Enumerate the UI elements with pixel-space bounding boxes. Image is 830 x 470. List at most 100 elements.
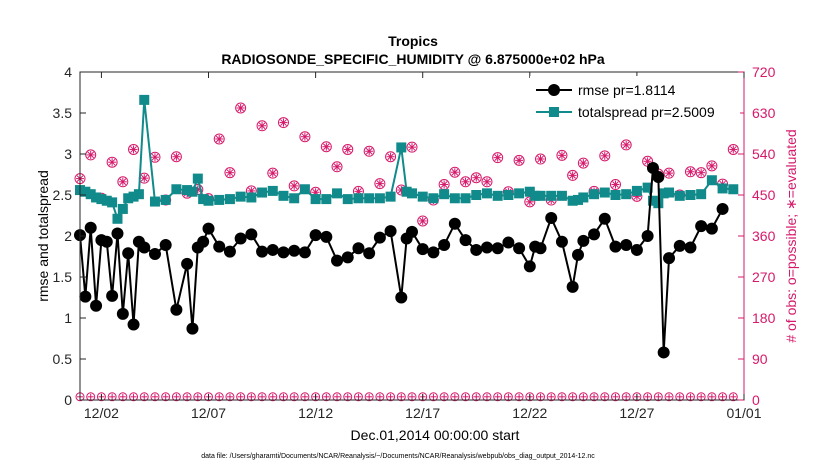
- spread-point: [224, 194, 235, 205]
- obs-possible-point: [695, 167, 707, 179]
- y-tick-label: 1.5: [53, 269, 73, 285]
- obs-evaluated-point: [279, 118, 288, 127]
- spread-point: [514, 188, 525, 199]
- obs-possible-point: [492, 152, 504, 164]
- rmse-point: [572, 248, 584, 261]
- spread-point: [589, 189, 600, 200]
- obs-baseline-evaluated: [162, 393, 169, 400]
- obs-baseline-point: [718, 392, 728, 402]
- obs-evaluated-point: [108, 158, 117, 167]
- obs-baseline-evaluated: [505, 393, 512, 400]
- spread-point: [428, 193, 439, 204]
- obs-evaluated-stroke: [612, 181, 619, 188]
- obs-baseline-point: [300, 392, 310, 402]
- spread-point: [706, 175, 717, 186]
- rmse-point: [646, 161, 659, 174]
- spread-point: [246, 192, 257, 203]
- obs-evaluated-stroke: [301, 133, 309, 141]
- obs-possible-point: [599, 150, 611, 162]
- y-right-tick-label: 90: [752, 351, 768, 367]
- obs-possible-point: [513, 154, 525, 166]
- obs-evaluated-stroke: [729, 146, 737, 153]
- spread-point: [599, 187, 610, 198]
- rmse-point: [245, 228, 258, 241]
- y-tick-label: 0.5: [53, 351, 73, 367]
- rmse-point: [363, 247, 376, 260]
- obs-baseline-evaluated: [280, 393, 287, 400]
- y-right-tick-label: 450: [752, 187, 776, 203]
- spread-point: [203, 195, 214, 206]
- rmse-point: [122, 247, 135, 260]
- legend: rmse pr=1.8114 totalspread pr=2.5009: [530, 76, 740, 124]
- rmse-point: [513, 242, 526, 255]
- obs-baseline-evaluated: [430, 393, 437, 400]
- spread-point: [546, 190, 557, 201]
- rmse-point: [566, 280, 579, 293]
- rmse-point: [288, 244, 301, 257]
- obs-evaluated-stroke: [462, 178, 469, 186]
- legend-rmse-marker: [548, 84, 560, 96]
- obs-baseline-point: [107, 392, 117, 402]
- obs-baseline-point: [161, 392, 171, 402]
- obs-baseline-evaluated: [601, 393, 608, 400]
- obs-baseline-point: [353, 392, 363, 402]
- rmse-point: [79, 290, 92, 303]
- obs-baseline-point: [450, 392, 460, 402]
- obs-evaluated-stroke: [622, 141, 630, 149]
- spread-point: [289, 193, 300, 204]
- obs-baseline-point: [610, 392, 620, 402]
- obs-baseline-evaluated: [441, 393, 448, 400]
- obs-evaluated-point: [333, 162, 342, 171]
- obs-possible-point: [331, 161, 343, 173]
- obs-baseline-evaluated: [462, 393, 469, 400]
- spread-point: [310, 194, 321, 205]
- obs-baseline-point: [171, 392, 181, 402]
- rmse-point: [657, 346, 670, 359]
- rmse-point: [416, 243, 429, 256]
- obs-baseline-point: [139, 392, 149, 402]
- x-tick-label: 12/22: [512, 405, 547, 421]
- obs-baseline-point: [86, 392, 96, 402]
- rmse-point: [277, 246, 290, 259]
- obs-evaluated-stroke: [569, 172, 576, 179]
- obs-baseline-evaluated: [184, 393, 191, 400]
- rmse-point: [609, 240, 622, 253]
- rmse-point: [234, 232, 247, 245]
- obs-baseline-point: [675, 392, 685, 402]
- obs-evaluated-stroke: [708, 162, 716, 170]
- obs-baseline-point: [246, 392, 256, 402]
- obs-possible-point: [460, 176, 472, 188]
- spread-point: [278, 190, 289, 201]
- obs-possible-point: [481, 176, 493, 188]
- obs-evaluated-stroke: [226, 169, 234, 177]
- spread-point: [524, 186, 535, 197]
- spread-point: [642, 182, 653, 193]
- spread-point: [674, 190, 685, 201]
- y-tick-label: 3: [64, 146, 72, 162]
- obs-baseline-evaluated: [344, 393, 351, 400]
- obs-possible-point: [663, 167, 675, 179]
- spread-point: [85, 189, 96, 200]
- obs-evaluated-stroke: [408, 143, 416, 151]
- spread-point: [198, 194, 209, 205]
- rmse-point: [427, 246, 440, 259]
- spread-point: [396, 142, 407, 153]
- spread-point: [133, 189, 144, 200]
- obs-evaluated-stroke: [558, 152, 566, 159]
- spread-point: [717, 183, 728, 194]
- rmse-point: [352, 242, 365, 255]
- obs-baseline-evaluated: [676, 393, 683, 400]
- rmse-point: [545, 211, 558, 224]
- obs-baseline-point: [225, 392, 235, 402]
- spread-point: [364, 193, 375, 204]
- obs-evaluated-point: [515, 156, 524, 165]
- obs-baseline-point: [129, 392, 139, 402]
- spread-point: [535, 190, 546, 201]
- obs-baseline-point: [289, 392, 299, 402]
- obs-baseline-point: [182, 392, 192, 402]
- obs-evaluated-point: [365, 147, 374, 156]
- obs-baseline-evaluated: [623, 393, 630, 400]
- spread-point: [401, 186, 412, 197]
- obs-evaluated-stroke: [365, 147, 373, 155]
- spread-point: [332, 188, 343, 199]
